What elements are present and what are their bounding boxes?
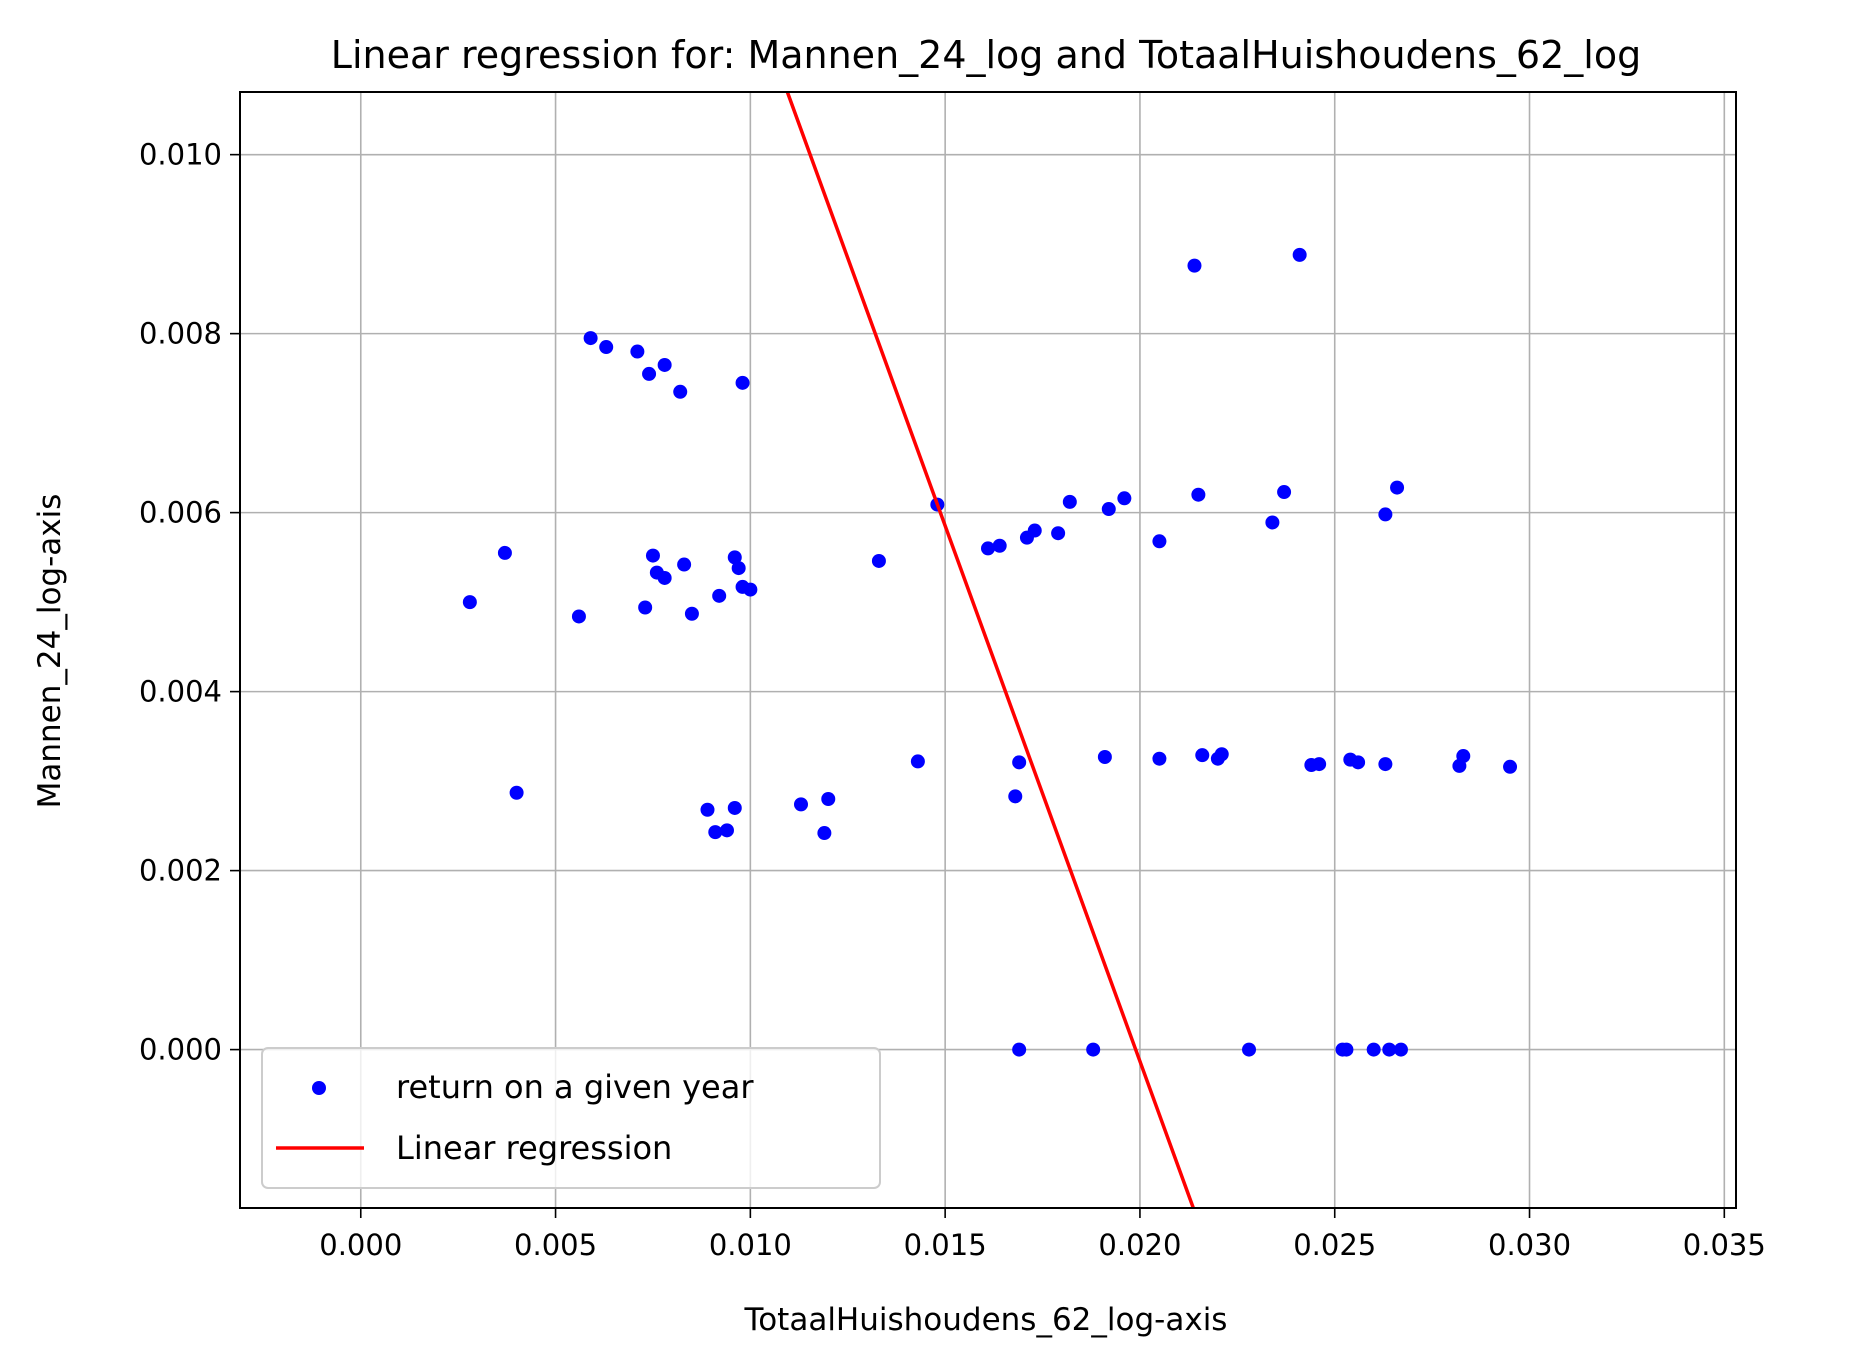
data-point xyxy=(1008,789,1023,804)
chart-title: Linear regression for: Mannen_24_log and… xyxy=(331,33,1641,77)
data-point xyxy=(1152,534,1167,549)
data-point xyxy=(871,553,886,568)
data-point xyxy=(684,606,699,621)
data-point xyxy=(1117,491,1132,506)
data-point xyxy=(1152,751,1167,766)
data-point xyxy=(719,823,734,838)
data-point xyxy=(1503,759,1518,774)
y-tick-label: 0.010 xyxy=(139,138,222,172)
data-point xyxy=(1393,1042,1408,1057)
data-point xyxy=(1012,755,1027,770)
data-point xyxy=(1012,1042,1027,1057)
y-tick-label: 0.008 xyxy=(139,317,222,351)
data-point xyxy=(497,545,512,560)
data-point xyxy=(583,331,598,346)
y-tick-label: 0.004 xyxy=(139,675,222,709)
regression-line xyxy=(785,92,1195,1208)
plot-frame xyxy=(239,91,1737,1209)
x-tick-label: 0.005 xyxy=(514,1228,597,1262)
x-tick-label: 0.000 xyxy=(319,1228,402,1262)
data-point xyxy=(708,825,723,840)
y-axis-label: Mannen_24_log-axis xyxy=(32,494,68,809)
data-point xyxy=(1051,526,1066,541)
x-tick-label: 0.010 xyxy=(709,1228,792,1262)
data-point xyxy=(645,548,660,563)
data-point xyxy=(1351,755,1366,770)
data-point xyxy=(1339,1042,1354,1057)
legend: return on a given year Linear regression xyxy=(261,1047,881,1189)
data-point xyxy=(1456,749,1471,764)
data-point xyxy=(462,595,477,610)
data-point xyxy=(743,582,758,597)
data-point xyxy=(1390,480,1405,495)
data-point xyxy=(630,344,645,359)
data-point xyxy=(735,375,750,390)
data-point xyxy=(817,826,832,841)
data-point xyxy=(599,340,614,355)
data-point xyxy=(1277,485,1292,500)
axis-ticks: 0.000 0.005 0.010 0.015 0.020 0.025 0.030 0.035… xyxy=(139,138,1766,1262)
legend-label-scatter: return on a given year xyxy=(396,1068,754,1106)
data-point xyxy=(821,792,836,807)
y-tick-label: 0.006 xyxy=(139,496,222,530)
data-point xyxy=(1378,757,1393,772)
data-point xyxy=(677,557,692,572)
y-tick-label: 0.000 xyxy=(139,1033,222,1067)
data-point xyxy=(1191,487,1206,502)
x-tick-label: 0.030 xyxy=(1488,1228,1571,1262)
data-point xyxy=(1086,1042,1101,1057)
x-tick-label: 0.025 xyxy=(1293,1228,1376,1262)
data-point xyxy=(1265,515,1280,530)
plot-series xyxy=(462,92,1518,1208)
data-point xyxy=(1214,747,1229,762)
data-point xyxy=(981,541,995,556)
x-tick-label: 0.035 xyxy=(1683,1228,1766,1262)
data-point xyxy=(657,570,672,585)
data-point xyxy=(1378,507,1393,522)
x-axis-label: TotaalHuishoudens_62_log-axis xyxy=(744,1302,1228,1338)
data-point xyxy=(1292,247,1307,262)
data-point xyxy=(992,538,1007,553)
data-point xyxy=(1187,258,1202,273)
legend-label-regression: Linear regression xyxy=(396,1129,672,1167)
data-point xyxy=(727,800,742,815)
data-point xyxy=(1366,1042,1381,1057)
plot-area xyxy=(462,92,1518,1208)
y-tick-label: 0.002 xyxy=(139,854,222,888)
data-point xyxy=(1312,757,1327,772)
data-point xyxy=(571,609,586,624)
data-point xyxy=(727,550,742,565)
data-point xyxy=(700,802,715,817)
data-point xyxy=(712,588,727,603)
data-point xyxy=(509,785,524,800)
data-point xyxy=(731,561,746,576)
legend-box xyxy=(261,1047,881,1189)
data-point xyxy=(1382,1042,1397,1057)
data-point xyxy=(642,366,657,381)
data-point xyxy=(910,754,925,769)
data-point xyxy=(794,797,808,812)
x-tick-label: 0.020 xyxy=(1098,1228,1181,1262)
data-point xyxy=(1195,748,1210,763)
data-point xyxy=(657,357,672,372)
data-point xyxy=(1097,749,1112,764)
data-point xyxy=(1062,494,1077,509)
legend-scatter-marker xyxy=(312,1081,326,1095)
data-point xyxy=(1242,1042,1257,1057)
data-point xyxy=(673,384,688,399)
data-point xyxy=(638,600,653,615)
data-point xyxy=(1027,523,1042,538)
data-point xyxy=(1101,502,1116,517)
x-tick-label: 0.015 xyxy=(904,1228,987,1262)
